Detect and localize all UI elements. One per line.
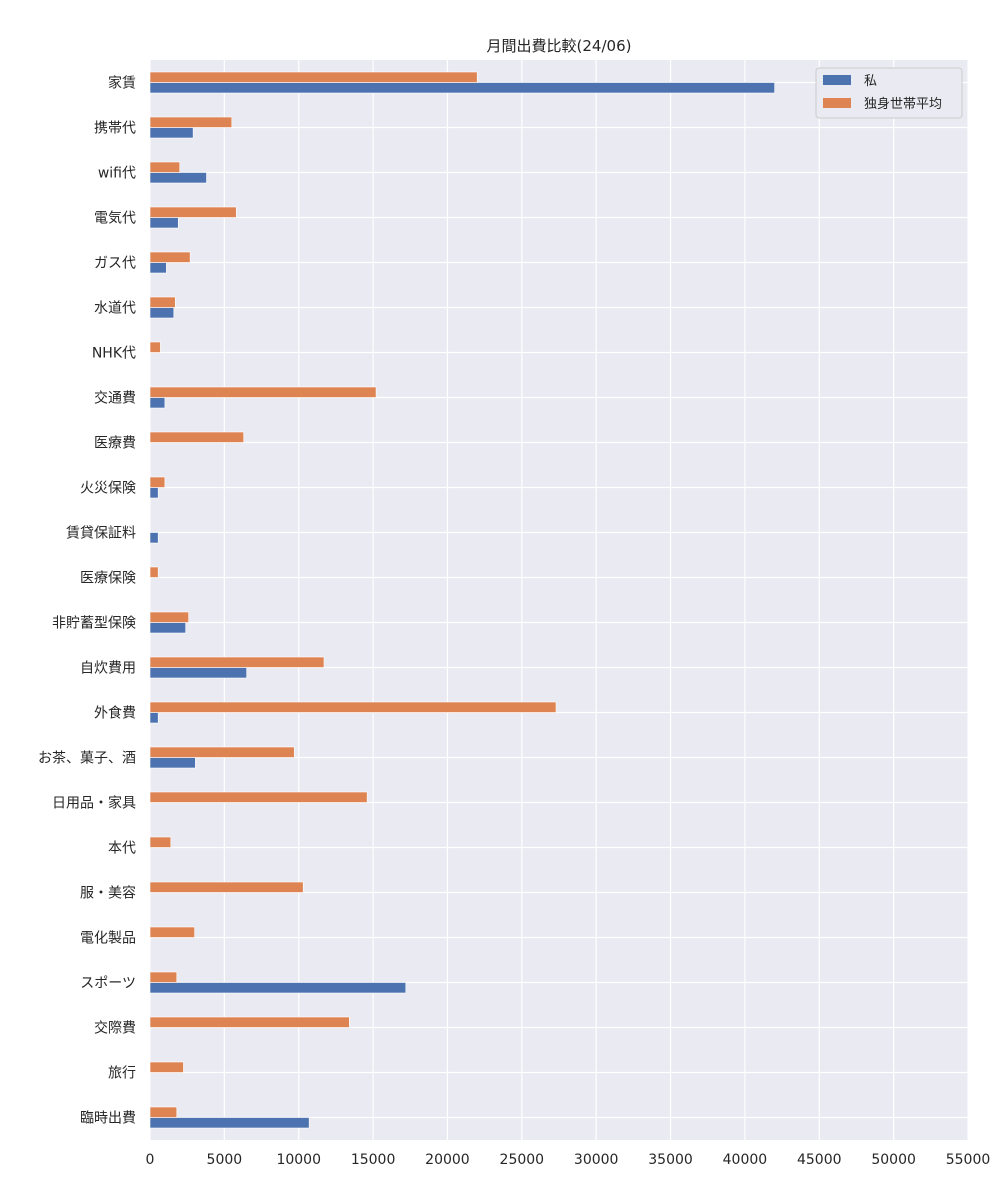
category-label: お茶、菓子、酒 [38, 751, 136, 767]
bar-series-1-13 [149, 656, 325, 668]
bars [149, 71, 775, 1129]
category-label: 医療保険 [80, 570, 136, 587]
bar-series-0-20 [149, 982, 407, 994]
x-tick-label: 55000 [946, 1152, 991, 1168]
tick-labels: 0 5000 10000 15000 20000 25000 30000 35000 40000… [38, 75, 990, 1169]
category-label: 火災保険 [80, 481, 136, 497]
legend-swatch-series-1 [823, 98, 851, 108]
bar-series-0-15 [149, 757, 196, 769]
category-label: スポーツ [80, 976, 136, 992]
x-tick-label: 25000 [500, 1152, 545, 1168]
x-tick-label: 45000 [797, 1152, 842, 1168]
x-tick-label: 15000 [351, 1152, 396, 1168]
bar-series-1-0 [149, 71, 478, 83]
bar-series-1-23 [149, 1106, 178, 1118]
bar-series-1-15 [149, 746, 295, 758]
bar-series-0-5 [149, 307, 175, 319]
bar-series-0-3 [149, 217, 179, 229]
bar-series-1-11 [149, 566, 159, 578]
x-tick-label: 20000 [425, 1152, 470, 1168]
category-label: 携帯代 [94, 121, 136, 137]
bar-series-0-4 [149, 262, 167, 274]
bar-series-0-12 [149, 622, 186, 634]
bar-series-1-3 [149, 206, 237, 218]
category-label: 水道代 [94, 301, 136, 317]
bar-series-0-1 [149, 127, 194, 139]
category-label: 臨時出費 [80, 1111, 136, 1127]
bar-series-0-14 [149, 712, 159, 724]
bar-series-1-17 [149, 836, 172, 848]
legend-swatch-series-0 [823, 75, 851, 85]
x-tick-label: 5000 [207, 1152, 243, 1168]
category-label: 本代 [108, 841, 136, 857]
x-tick-label: 40000 [723, 1152, 768, 1168]
category-label: ガス代 [94, 256, 136, 272]
bar-series-0-13 [149, 667, 247, 679]
bar-series-1-16 [149, 791, 368, 803]
category-label: 自炊費用 [80, 661, 136, 677]
chart-title: 月間出費比較(24/06) [487, 37, 632, 55]
category-label: NHK代 [92, 346, 136, 362]
x-tick-label: 35000 [648, 1152, 693, 1168]
category-label: 賃貸保証料 [66, 526, 136, 542]
bar-series-1-21 [149, 1016, 350, 1028]
category-label: 服・美容 [80, 885, 136, 902]
legend-box [815, 67, 963, 119]
bar-series-1-19 [149, 926, 195, 938]
bar-series-0-9 [149, 487, 159, 499]
bar-series-1-18 [149, 881, 304, 893]
bar-series-1-9 [149, 476, 166, 488]
bar-series-1-12 [149, 611, 189, 623]
legend: 私 独身世帯平均 [815, 67, 963, 119]
category-label: wifi代 [98, 166, 136, 182]
category-label: 交通費 [94, 390, 136, 407]
bar-series-1-8 [149, 431, 244, 443]
x-tick-label: 0 [146, 1152, 155, 1168]
category-label: 旅行 [108, 1066, 136, 1082]
x-tick-label: 10000 [276, 1152, 321, 1168]
bar-series-1-22 [149, 1061, 184, 1073]
bar-series-0-0 [149, 82, 775, 94]
bar-series-1-20 [149, 971, 178, 983]
plot-background [150, 60, 968, 1140]
category-label: 家賃 [108, 75, 136, 92]
bar-series-1-2 [149, 161, 181, 173]
x-tick-label: 50000 [871, 1152, 916, 1168]
bar-series-0-23 [149, 1117, 310, 1129]
category-label: 非貯蓄型保険 [52, 616, 136, 632]
legend-label-series-1: 独身世帯平均 [864, 96, 942, 112]
bar-series-1-14 [149, 701, 557, 713]
bar-series-1-1 [149, 116, 233, 128]
category-label: 交際費 [94, 1020, 136, 1037]
category-label: 日用品・家具 [52, 795, 136, 812]
bar-series-1-7 [149, 386, 377, 398]
category-label: 電化製品 [80, 931, 136, 947]
bar-series-1-5 [149, 296, 176, 308]
bar-series-0-10 [149, 532, 159, 544]
x-tick-label: 30000 [574, 1152, 619, 1168]
bar-series-1-4 [149, 251, 191, 263]
category-label: 電気代 [94, 211, 136, 227]
bar-series-0-7 [149, 397, 166, 409]
bar-series-0-2 [149, 172, 207, 184]
category-label: 医療費 [94, 435, 136, 452]
bar-series-1-6 [149, 341, 161, 353]
legend-label-series-0: 私 [864, 74, 877, 89]
category-label: 外食費 [94, 705, 136, 722]
